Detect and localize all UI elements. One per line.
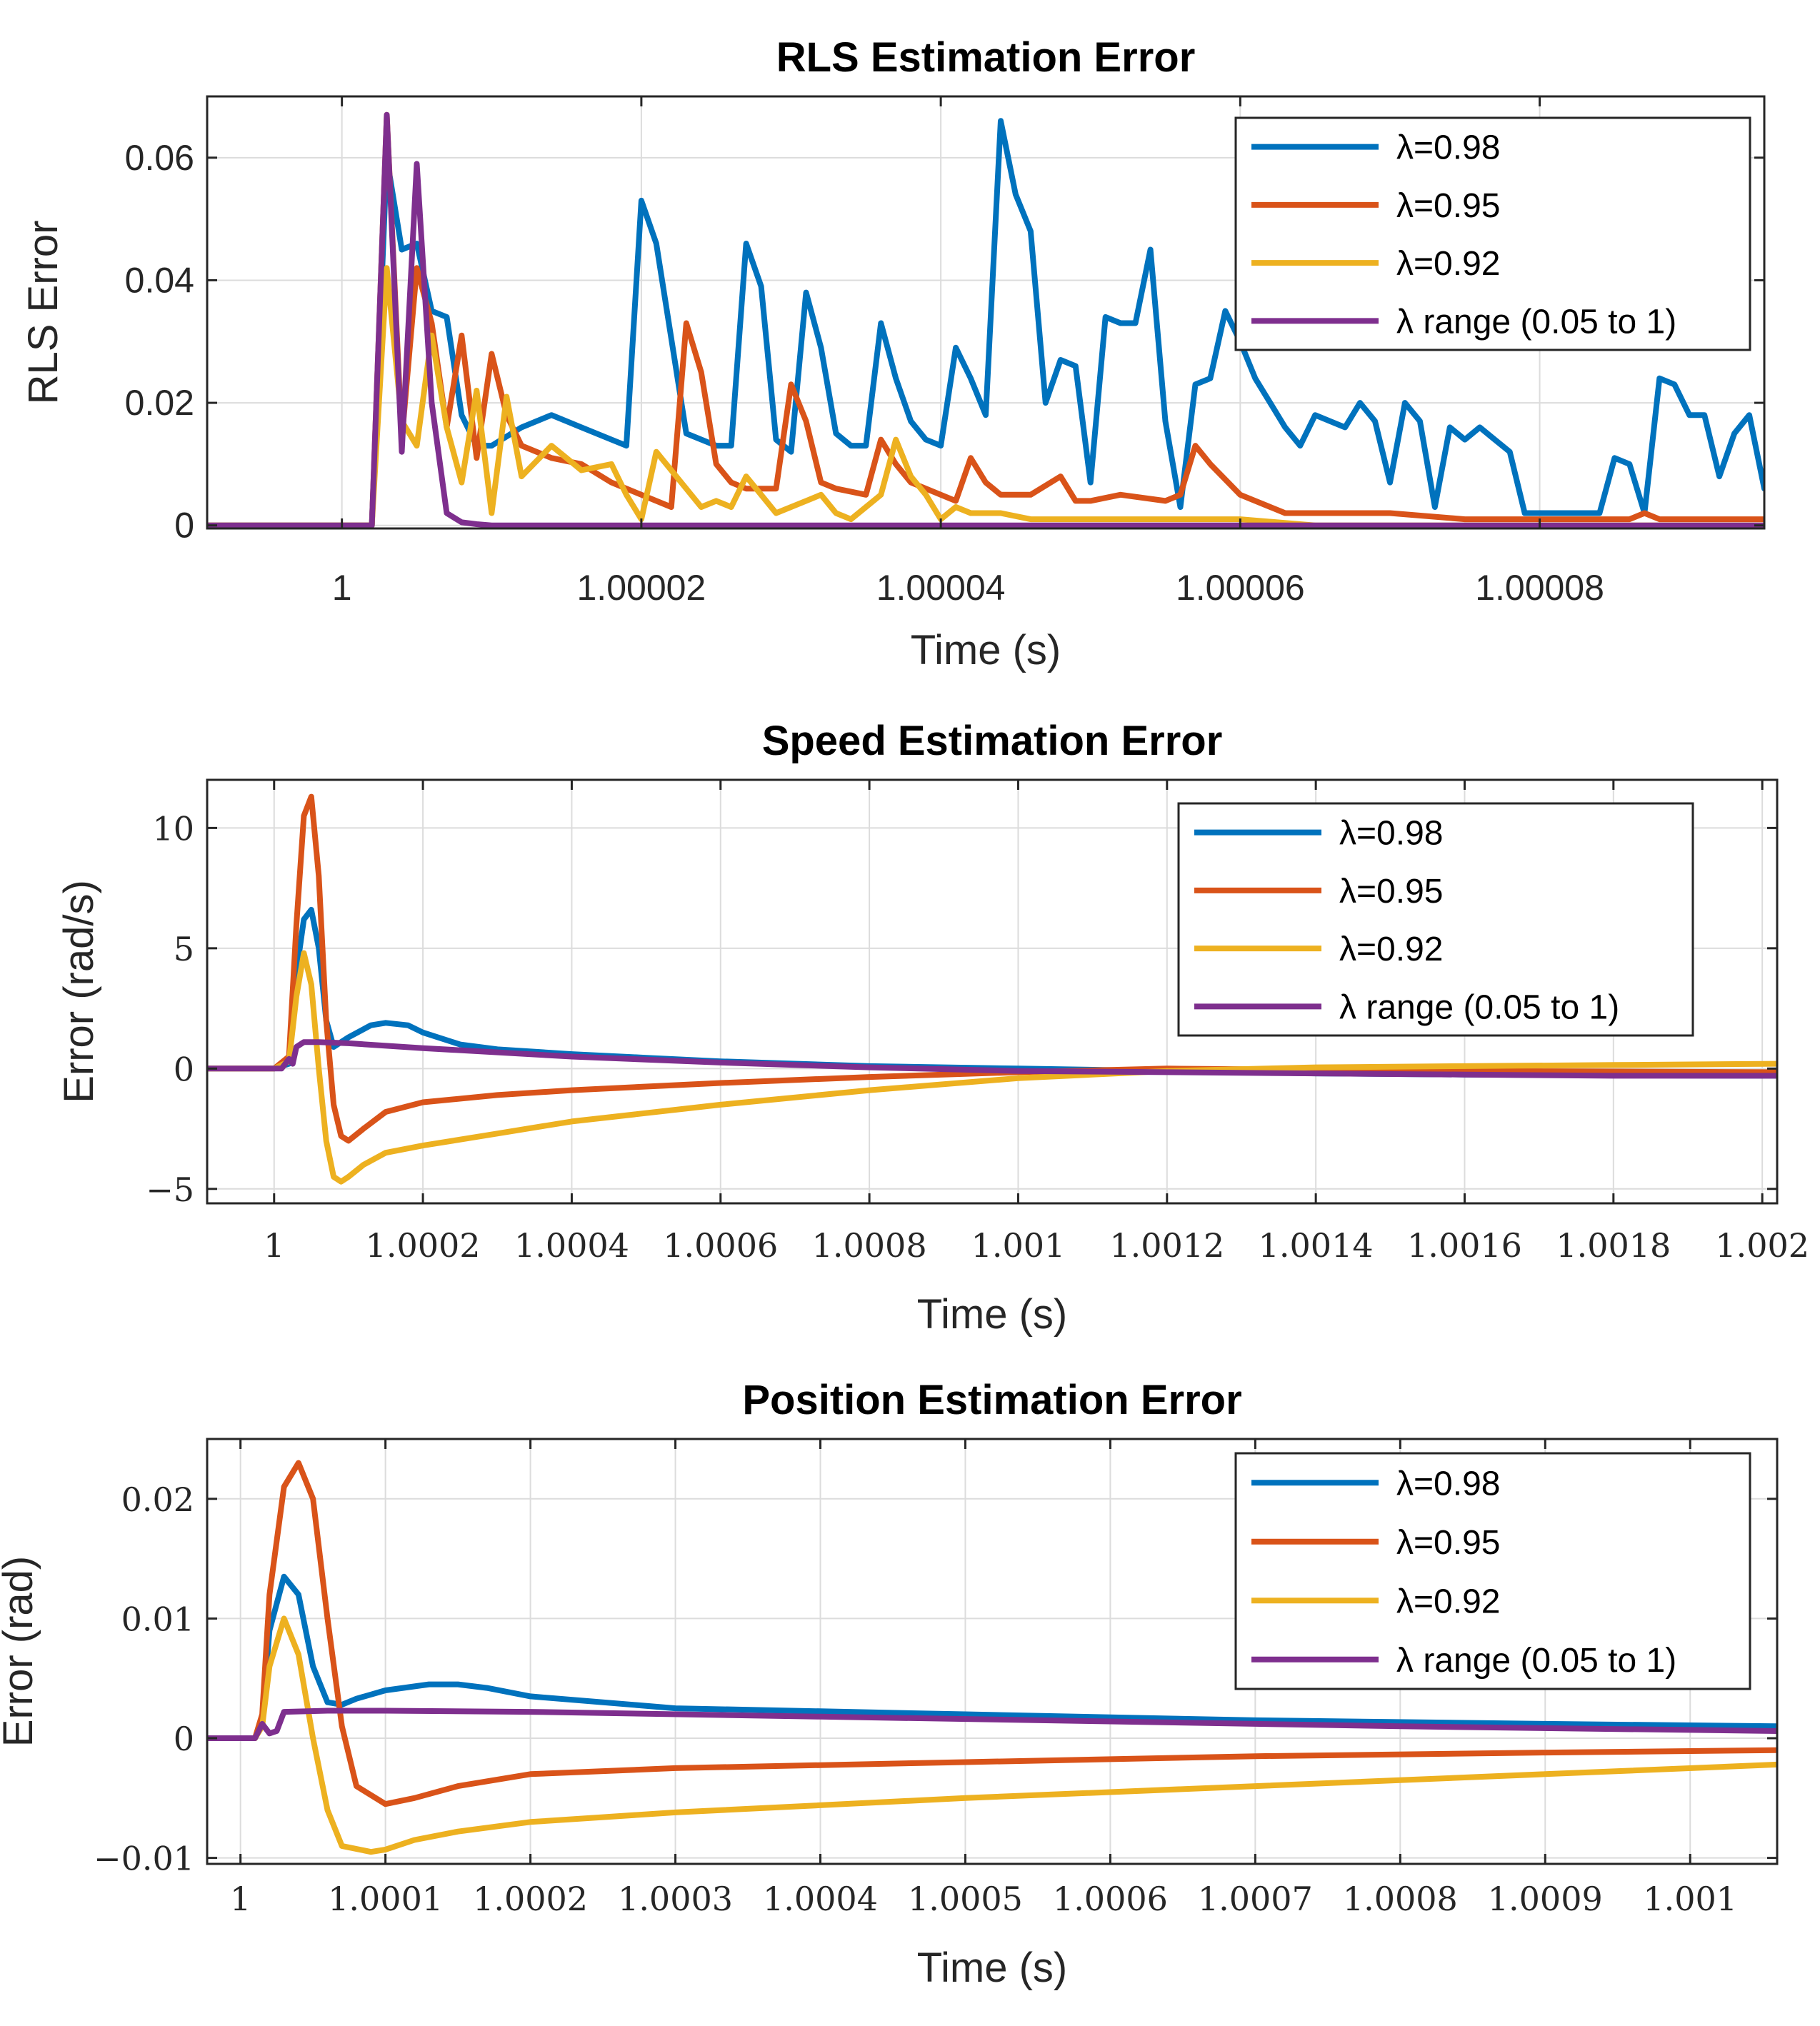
axes-box — [206, 95, 1766, 530]
legend-label: λ=0.98 — [1396, 1465, 1500, 1503]
y-tick-label: 0.01 — [121, 1600, 194, 1638]
y-tick-label: 0.02 — [121, 1480, 194, 1519]
legend-label: λ range (0.05 to 1) — [1396, 1642, 1676, 1680]
x-tick-label: 1.002 — [1715, 1226, 1809, 1265]
axes-box — [206, 778, 1779, 1205]
x-tick-label: 1 — [264, 1226, 284, 1265]
x-tick-label: 1.0007 — [1198, 1880, 1313, 1918]
x-tick-label: 1.0008 — [1343, 1880, 1458, 1918]
y-tick-label: −0.01 — [94, 1840, 194, 1878]
x-axis-label: Time (s) — [917, 1945, 1067, 1991]
legend-label: λ=0.98 — [1339, 815, 1443, 853]
chart-title: Speed Estimation Error — [762, 718, 1223, 764]
legend-label: λ=0.92 — [1396, 1583, 1500, 1620]
chart-2: Speed Estimation Error 1 1.0002 1.0004 1.000… — [56, 718, 1809, 1338]
legend-label: λ=0.95 — [1396, 187, 1500, 225]
axes-box — [206, 1438, 1779, 1865]
legend-label: λ range (0.05 to 1) — [1396, 303, 1676, 341]
legend-box — [1234, 116, 1751, 351]
x-tick-label: 1.0002 — [366, 1226, 481, 1265]
x-tick-label: 1.001 — [1643, 1880, 1737, 1918]
y-axis-label: Error (rad) — [0, 1556, 41, 1747]
x-tick-label: 1.0008 — [812, 1226, 927, 1265]
x-tick-label: 1.0016 — [1407, 1226, 1522, 1265]
y-tick-label: 0.02 — [125, 383, 194, 423]
x-tick-label: 1 — [230, 1880, 251, 1918]
x-tick-label: 1.0004 — [514, 1226, 629, 1265]
y-tick-label: 0 — [174, 1050, 194, 1088]
series-line-lambda_092 — [207, 265, 1764, 528]
y-tick-label: −5 — [146, 1170, 194, 1209]
series-group — [207, 111, 1764, 528]
legend-label: λ=0.95 — [1396, 1524, 1500, 1562]
x-axis-label: Time (s) — [911, 627, 1061, 673]
series-line-lambda_092 — [207, 1615, 1777, 1855]
x-axis-label: Time (s) — [917, 1291, 1067, 1338]
x-tick-label: 1.0003 — [618, 1880, 733, 1918]
x-tick-label: 1.0009 — [1488, 1880, 1603, 1918]
x-tick-label: 1 — [332, 568, 352, 608]
legend: λ=0.98 λ=0.95 λ=0.92 λ range (0.05 to 1) — [1234, 116, 1751, 351]
y-tick-label: 0 — [174, 1720, 194, 1758]
y-axis-label: RLS Error — [20, 221, 66, 405]
x-tick-label: 1.0014 — [1259, 1226, 1374, 1265]
x-tick-label: 1.001 — [971, 1226, 1066, 1265]
legend-label: λ=0.98 — [1396, 129, 1500, 167]
series-group — [207, 1460, 1777, 1855]
series-line-lambda_095 — [207, 111, 1764, 528]
series-line-lambda_095 — [207, 1460, 1777, 1807]
chart-title: Position Estimation Error — [742, 1377, 1241, 1423]
legend: λ=0.98 λ=0.95 λ=0.92 λ range (0.05 to 1) — [1234, 1452, 1751, 1690]
legend-label: λ=0.92 — [1396, 245, 1500, 283]
legend-label: λ=0.92 — [1339, 931, 1443, 968]
x-tick-label: 1.00006 — [1176, 568, 1305, 608]
x-tick-label: 1.0002 — [473, 1880, 588, 1918]
legend-box — [1177, 802, 1694, 1037]
x-tick-label: 1.0006 — [1053, 1880, 1168, 1918]
series-line-lambda_098 — [207, 1573, 1777, 1741]
series-line-lambda_range — [207, 1039, 1777, 1079]
legend-label: λ range (0.05 to 1) — [1339, 988, 1619, 1026]
x-tick-label: 1.0006 — [663, 1226, 778, 1265]
x-tick-label: 1.0012 — [1109, 1226, 1224, 1265]
chart-title: RLS Estimation Error — [776, 34, 1196, 81]
x-tick-label: 1.0004 — [763, 1880, 878, 1918]
x-tick-label: 1.00008 — [1475, 568, 1604, 608]
series-line-lambda_range — [207, 1707, 1777, 1741]
chart-1: RLS Estimation Error 1 1.00002 1.00004 1.000… — [20, 34, 1766, 673]
x-tick-label: 1.00002 — [577, 568, 706, 608]
y-tick-label: 0 — [174, 506, 194, 546]
legend-box — [1234, 1452, 1751, 1690]
series-group — [207, 793, 1777, 1185]
legend-label: λ=0.95 — [1339, 873, 1443, 911]
x-tick-label: 1.00004 — [876, 568, 1006, 608]
y-tick-label: 0.06 — [125, 138, 194, 178]
chart-3: Position Estimation Error 1 1.0001 1.0002 1.… — [0, 1377, 1779, 1991]
y-tick-label: 0.04 — [125, 260, 194, 300]
x-tick-label: 1.0018 — [1556, 1226, 1671, 1265]
x-tick-label: 1.0005 — [908, 1880, 1023, 1918]
y-axis-label: Error (rad/s) — [56, 880, 102, 1103]
x-tick-label: 1.0001 — [328, 1880, 443, 1918]
y-tick-label: 5 — [174, 930, 194, 968]
y-tick-label: 10 — [152, 809, 194, 848]
series-line-lambda_range — [207, 111, 1764, 528]
series-line-lambda_098 — [207, 118, 1764, 528]
legend: λ=0.98 λ=0.95 λ=0.92 λ range (0.05 to 1) — [1177, 802, 1694, 1037]
